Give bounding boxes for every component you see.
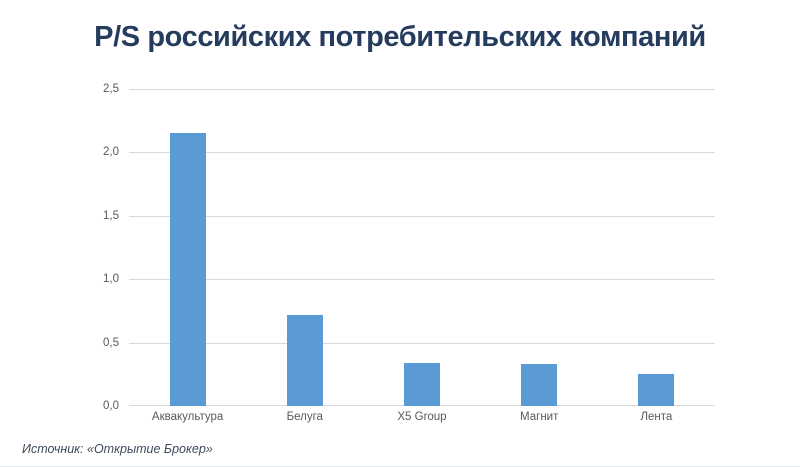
x-axis-label: Магнит [520, 411, 559, 423]
gridline [129, 152, 715, 154]
y-axis-tick-label: 1,5 [103, 209, 119, 222]
gridline [129, 215, 715, 217]
gridline [129, 342, 715, 344]
x-axis-label: Аквакультура [151, 411, 224, 423]
y-axis-tick-label: 2,5 [103, 83, 119, 95]
bar-3 [404, 362, 440, 406]
x-axis-label: Белуга [286, 411, 323, 423]
x-axis-label: X5 Group [397, 411, 447, 423]
chart-title: P/S российских потребительских компаний [94, 21, 706, 53]
bar-1 [169, 133, 206, 406]
y-axis-tick-label: 1,0 [103, 273, 119, 286]
source-note: Источник: «Открытие Брокер» [22, 442, 213, 456]
y-axis-tick-label: 2,0 [103, 146, 119, 159]
bar-5 [638, 374, 675, 406]
y-axis-tick-label: 0,0 [103, 400, 119, 412]
gridline [129, 89, 715, 90]
gridline [129, 279, 715, 281]
y-axis-tick-label: 0,5 [103, 336, 119, 349]
bar-2 [286, 314, 323, 406]
plot-area: 0,0 0,5 1,0 1,5 2,0 2,5 Аквакультура Белуга X5 G… [103, 83, 715, 423]
bar-4 [521, 364, 558, 406]
x-axis-label: Лента [640, 411, 673, 423]
